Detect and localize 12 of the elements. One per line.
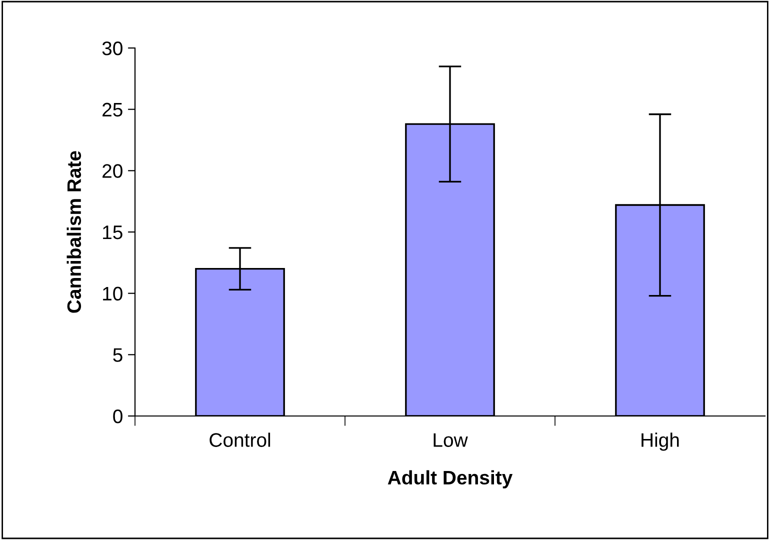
y-tick-label: 5 xyxy=(113,348,122,362)
x-tick-label: High xyxy=(642,432,679,451)
y-axis-title: Cannibalism Rate xyxy=(66,151,82,313)
y-tick-label: 25 xyxy=(102,102,122,117)
y-tick-label: 20 xyxy=(102,164,122,178)
x-tick-label: Control xyxy=(210,432,270,447)
y-tick-label: 10 xyxy=(103,286,122,301)
y-tick-label: 0 xyxy=(113,409,122,424)
x-axis-title: Adult Density xyxy=(388,470,513,488)
y-tick-label: 30 xyxy=(102,41,122,56)
x-tick-label: Low xyxy=(434,433,468,447)
y-tick-label: 15 xyxy=(103,226,122,240)
